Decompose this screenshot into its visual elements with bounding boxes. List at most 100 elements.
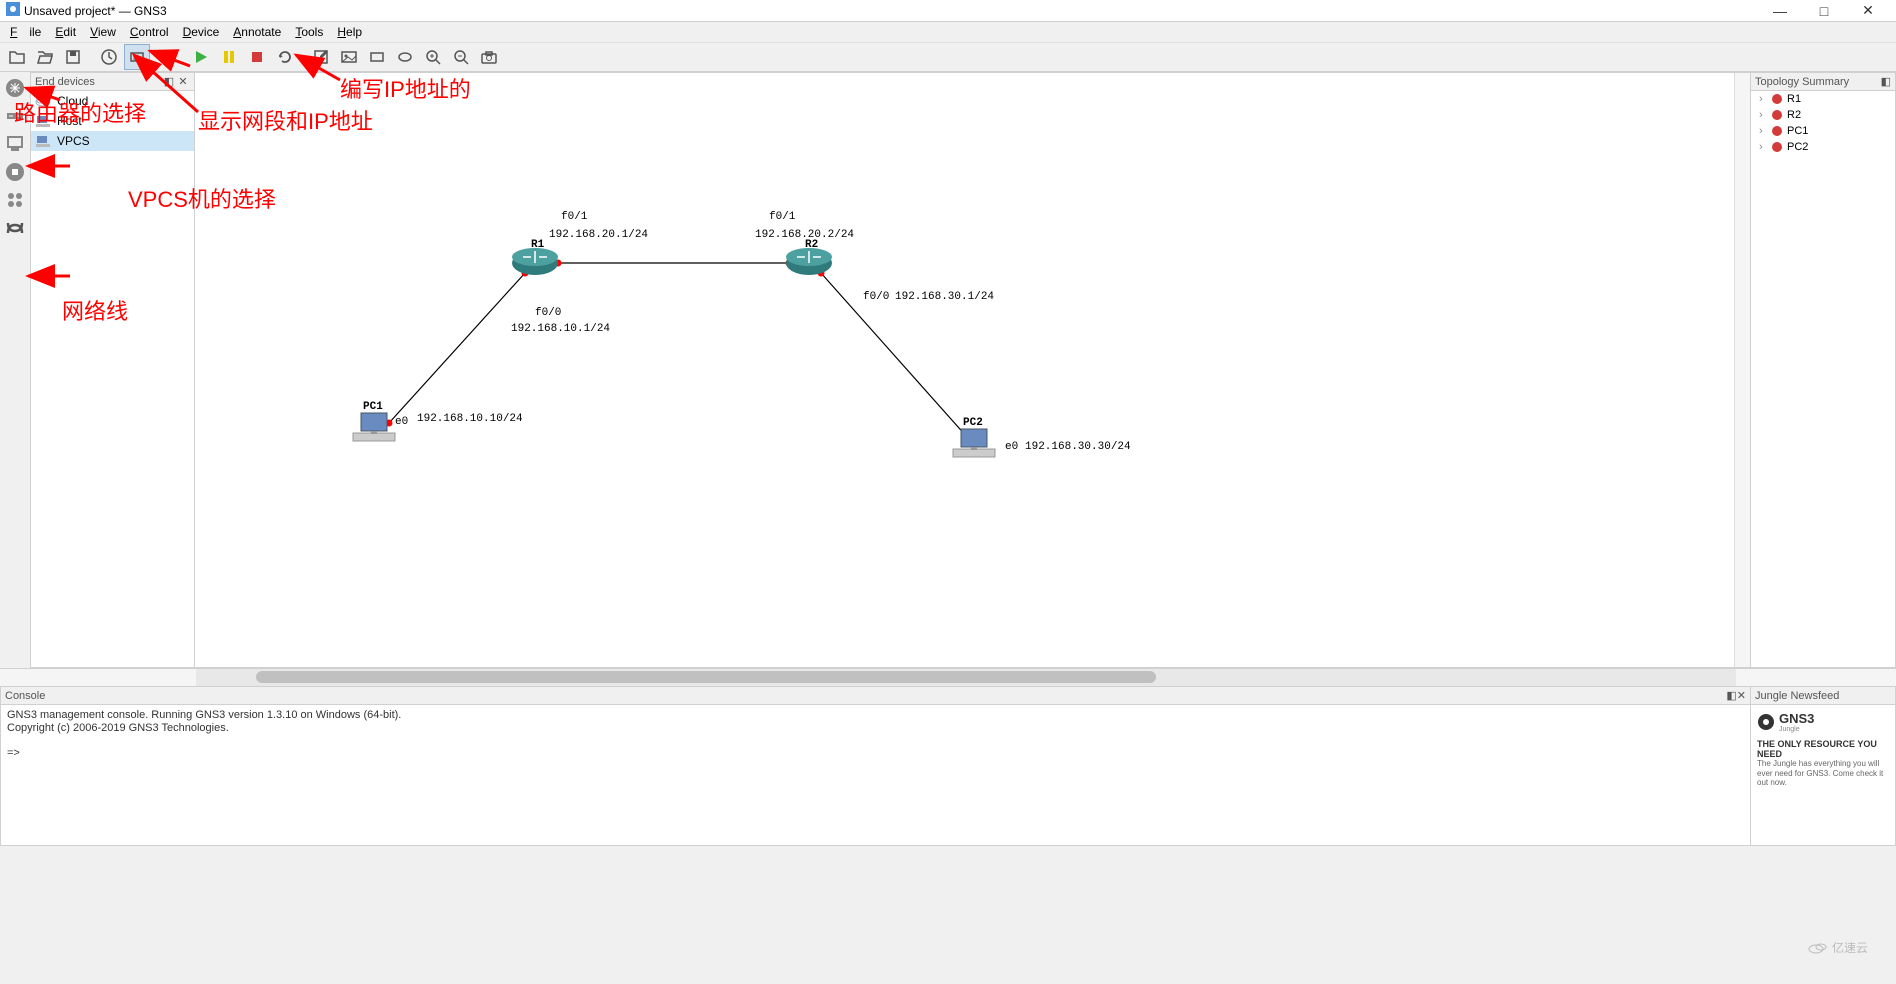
router-r2-icon (786, 248, 832, 275)
menu-annotate[interactable]: Annotate (227, 23, 287, 41)
device-item-label: Cloud (57, 94, 88, 108)
newsfeed-body: GNS3Jungle THE ONLY RESOURCE YOU NEED Th… (1751, 705, 1895, 794)
topology-svg (195, 73, 1750, 667)
text-note-icon[interactable] (308, 44, 334, 70)
newsfeed-header: Jungle Newsfeed (1751, 687, 1895, 705)
iface-label: f0/1 (561, 211, 587, 223)
menu-control[interactable]: Control (124, 23, 175, 41)
topology-item-r2[interactable]: ›R2 (1751, 107, 1895, 123)
close-button[interactable]: ✕ (1846, 2, 1890, 19)
open-project-icon[interactable] (32, 44, 58, 70)
end-devices-header: End devices ◧ ✕ (31, 73, 194, 91)
security-device-tool-icon[interactable] (3, 160, 27, 184)
all-devices-tool-icon[interactable] (3, 188, 27, 212)
bottom-panels: Console ◧ ✕ GNS3 management console. Run… (0, 686, 1896, 846)
show-labels-icon[interactable]: ab (124, 44, 150, 70)
menu-view[interactable]: View (84, 23, 122, 41)
newsfeed-panel: Jungle Newsfeed GNS3Jungle THE ONLY RESO… (1751, 686, 1896, 846)
gns3-logo: GNS3Jungle (1757, 711, 1889, 733)
ip-label: 192.168.20.2/24 (755, 229, 854, 241)
topology-item-label: PC1 (1787, 125, 1808, 137)
end-devices-panel: End devices ◧ ✕ Cloud Host VPCS (30, 72, 195, 668)
console-icon[interactable]: >_ (152, 44, 178, 70)
link-tool-icon[interactable] (3, 216, 27, 240)
host-icon (35, 114, 51, 128)
iface-label: e0 (1005, 441, 1018, 453)
start-all-icon[interactable] (188, 44, 214, 70)
menu-device[interactable]: Device (177, 23, 226, 41)
window-title: Unsaved project* — GNS3 (24, 4, 1758, 18)
ip-label: 192.168.10.10/24 (417, 413, 523, 425)
maximize-button[interactable]: □ (1802, 3, 1846, 19)
watermark: 亿速云 (1808, 939, 1868, 956)
iface-label: f0/1 (769, 211, 795, 223)
switch-tool-icon[interactable] (3, 104, 27, 128)
console-body[interactable]: GNS3 management console. Running GNS3 ve… (1, 705, 1750, 845)
pc-pc1-icon (353, 413, 395, 441)
topology-item-pc2[interactable]: ›PC2 (1751, 139, 1895, 155)
menu-file[interactable]: File (4, 23, 47, 41)
console-header: Console ◧ ✕ (1, 687, 1750, 705)
new-project-icon[interactable] (4, 44, 30, 70)
ellipse-icon[interactable] (392, 44, 418, 70)
screenshot-icon[interactable] (476, 44, 502, 70)
newsfeed-headline: THE ONLY RESOURCE YOU NEED (1757, 739, 1889, 759)
ip-label: 192.168.30.1/24 (895, 291, 994, 303)
ip-label: 192.168.10.1/24 (511, 323, 610, 335)
iface-label: f0/0 (863, 291, 889, 303)
panel-float-icon[interactable]: ◧ (1881, 75, 1891, 88)
router-tool-icon[interactable] (3, 76, 27, 100)
snapshot-icon[interactable] (96, 44, 122, 70)
reload-all-icon[interactable] (272, 44, 298, 70)
node-label-pc1: PC1 (363, 401, 383, 413)
menu-edit[interactable]: Edit (49, 23, 82, 41)
newsfeed-subtext: The Jungle has everything you will ever … (1757, 759, 1889, 788)
device-item-label: Host (57, 114, 82, 128)
end-devices-title: End devices (35, 76, 95, 88)
rectangle-icon[interactable] (364, 44, 390, 70)
pc-pc2-icon (953, 429, 995, 457)
newsfeed-title: Jungle Newsfeed (1755, 690, 1839, 702)
menu-bar: File Edit View Control Device Annotate T… (0, 22, 1896, 42)
svg-text:>_: >_ (158, 50, 172, 64)
minimize-button[interactable]: — (1758, 3, 1802, 19)
toolbar: ab >_ (0, 42, 1896, 72)
canvas-hscroll-row (0, 668, 1896, 686)
cloud-icon (35, 95, 51, 107)
topology-item-label: R1 (1787, 93, 1801, 105)
canvas-hscrollbar[interactable] (196, 669, 1736, 686)
end-device-tool-icon[interactable] (3, 132, 27, 156)
pause-all-icon[interactable] (216, 44, 242, 70)
svg-text:ab: ab (133, 55, 141, 62)
topology-summary-header: Topology Summary ◧ (1751, 73, 1895, 91)
panel-close-icon[interactable]: ✕ (1737, 689, 1746, 702)
image-icon[interactable] (336, 44, 362, 70)
node-label-r1: R1 (531, 239, 544, 251)
device-item-host[interactable]: Host (31, 111, 194, 131)
menu-help[interactable]: Help (331, 23, 368, 41)
panel-float-icon[interactable]: ◧ (1726, 689, 1736, 702)
topology-summary-panel: Topology Summary ◧ ›R1 ›R2 ›PC1 ›PC2 (1751, 72, 1896, 668)
topology-item-r1[interactable]: ›R1 (1751, 91, 1895, 107)
device-item-vpcs[interactable]: VPCS (31, 131, 194, 151)
menu-tools[interactable]: Tools (289, 23, 329, 41)
app-icon (6, 2, 20, 19)
stop-all-icon[interactable] (244, 44, 270, 70)
console-panel: Console ◧ ✕ GNS3 management console. Run… (0, 686, 1751, 846)
panel-float-icon[interactable]: ◧ (162, 75, 176, 88)
topology-item-label: PC2 (1787, 141, 1808, 153)
zoom-in-icon[interactable] (420, 44, 446, 70)
topology-item-pc1[interactable]: ›PC1 (1751, 123, 1895, 139)
topology-canvas[interactable]: R1 R2 PC1 PC2 f0/1 192.168.20.1/24 f0/1 … (195, 72, 1751, 668)
canvas-vscrollbar[interactable] (1734, 73, 1750, 667)
vpcs-icon (35, 134, 51, 148)
save-project-icon[interactable] (60, 44, 86, 70)
node-label-pc2: PC2 (963, 417, 983, 429)
panel-close-icon[interactable]: ✕ (176, 75, 190, 88)
device-item-cloud[interactable]: Cloud (31, 91, 194, 111)
iface-label: e0 (395, 416, 408, 428)
topology-summary-title: Topology Summary (1755, 76, 1849, 88)
ip-label: 192.168.30.30/24 (1025, 441, 1131, 453)
title-bar: Unsaved project* — GNS3 — □ ✕ (0, 0, 1896, 22)
zoom-out-icon[interactable] (448, 44, 474, 70)
